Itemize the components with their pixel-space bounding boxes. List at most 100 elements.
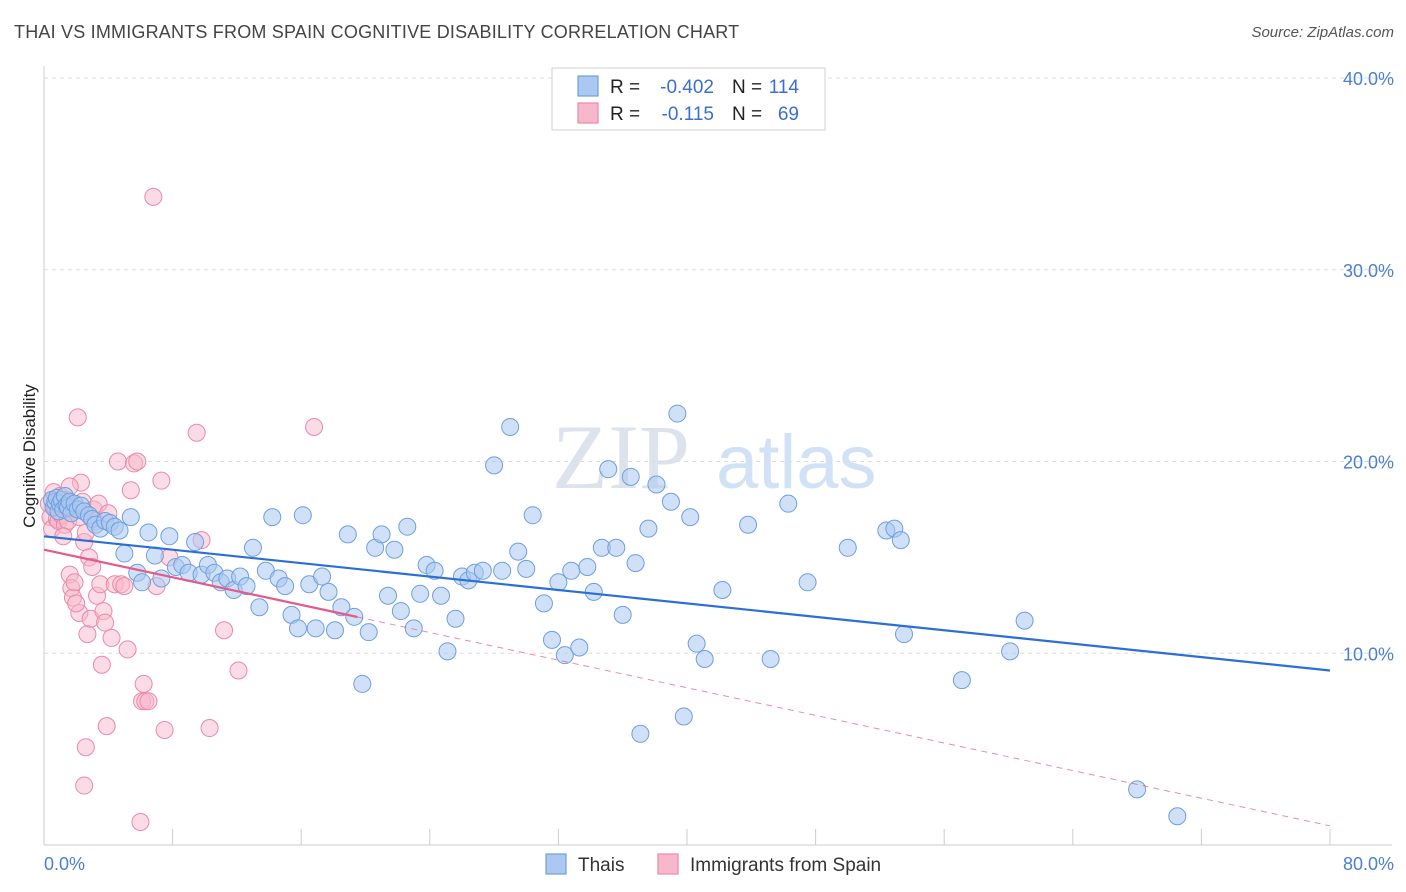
spain-point bbox=[67, 594, 86, 613]
thai-point bbox=[647, 475, 666, 494]
grid-lines bbox=[44, 77, 1392, 654]
bottom-legend-label-spain: Immigrants from Spain bbox=[690, 855, 881, 876]
legend-n-value-1: 114 bbox=[769, 77, 800, 98]
spain-point bbox=[54, 527, 73, 546]
thai-point bbox=[404, 619, 423, 638]
thai-point bbox=[674, 707, 693, 726]
thai-point bbox=[493, 561, 512, 580]
spain-trendline-solid bbox=[43, 548, 358, 619]
thai-point bbox=[338, 525, 357, 544]
bottom-legend-label-thais: Thais bbox=[578, 855, 624, 876]
thai-point bbox=[306, 619, 325, 638]
thai-point bbox=[891, 531, 910, 550]
thai-point bbox=[473, 561, 492, 580]
thai-point bbox=[121, 508, 140, 527]
correlation-legend: R = -0.402 N = 114 R = -0.115 N = 69 bbox=[551, 67, 826, 131]
thai-point bbox=[779, 494, 798, 513]
trend-lines bbox=[43, 535, 1331, 827]
bottom-legend-swatch-spain bbox=[657, 853, 679, 875]
thai-point bbox=[139, 523, 158, 542]
spain-point bbox=[121, 481, 140, 500]
thai-point bbox=[1128, 780, 1147, 799]
thai-point bbox=[379, 586, 398, 605]
thai-point bbox=[288, 619, 307, 638]
legend-n-label-1: N = bbox=[732, 77, 762, 98]
legend-n-label-2: N = bbox=[732, 104, 762, 125]
thai-point bbox=[398, 517, 417, 536]
spain-point bbox=[144, 187, 163, 206]
spain-point bbox=[305, 417, 324, 436]
thai-point bbox=[115, 544, 134, 563]
thai-point bbox=[626, 554, 645, 573]
thai-point bbox=[1168, 807, 1187, 826]
thai-point bbox=[353, 674, 372, 693]
thai-point bbox=[1015, 611, 1034, 630]
legend-n-value-2: 69 bbox=[778, 104, 799, 125]
spain-trendline-dashed bbox=[357, 616, 1331, 827]
thai-point bbox=[562, 561, 581, 580]
y-axis-label: Cognitive Disability bbox=[20, 384, 39, 528]
spain-point bbox=[65, 573, 84, 592]
thai-point bbox=[385, 540, 404, 559]
thai-point bbox=[359, 623, 378, 642]
thai-point bbox=[425, 561, 444, 580]
thai-point bbox=[432, 586, 451, 605]
thai-point bbox=[584, 582, 603, 601]
thai-point bbox=[713, 580, 732, 599]
spain-point bbox=[152, 471, 171, 490]
thai-trendline bbox=[43, 535, 1331, 672]
thai-point bbox=[313, 567, 332, 586]
thai-point bbox=[631, 724, 650, 743]
thai-point bbox=[446, 609, 465, 628]
thai-point bbox=[160, 527, 179, 546]
spain-point bbox=[68, 408, 87, 427]
thai-point bbox=[276, 577, 295, 596]
x-tick-label-max: 80.0% bbox=[1343, 854, 1394, 874]
thai-point bbox=[485, 456, 504, 475]
thai-point bbox=[613, 605, 632, 624]
thai-point bbox=[952, 671, 971, 690]
thai-point bbox=[542, 630, 561, 649]
spain-point bbox=[187, 423, 206, 442]
thai-point bbox=[293, 506, 312, 525]
spain-point bbox=[200, 719, 219, 738]
thai-point bbox=[332, 598, 351, 617]
thai-point bbox=[621, 467, 640, 486]
thai-point bbox=[639, 519, 658, 538]
spain-point bbox=[155, 720, 174, 739]
spain-point bbox=[139, 692, 158, 711]
x-tick-label-min: 0.0% bbox=[44, 854, 85, 874]
thai-point bbox=[263, 508, 282, 527]
spain-point bbox=[134, 674, 153, 693]
thai-point bbox=[555, 646, 574, 665]
spain-point bbox=[229, 661, 248, 680]
thai-point bbox=[1001, 642, 1020, 661]
thai-point bbox=[661, 492, 680, 511]
x-axis-ticks bbox=[43, 829, 1331, 845]
thai-point bbox=[250, 598, 269, 617]
legend-swatch-spain bbox=[577, 102, 599, 124]
legend-r-value-2: -0.115 bbox=[662, 104, 714, 125]
thai-point bbox=[438, 642, 457, 661]
spain-point bbox=[75, 776, 94, 795]
legend-swatch-thais bbox=[577, 75, 599, 97]
legend-r-value-1: -0.402 bbox=[660, 77, 714, 98]
thai-point bbox=[186, 533, 205, 552]
spain-point bbox=[102, 628, 121, 647]
thai-point bbox=[110, 521, 129, 540]
series-legend: Thais Immigrants from Spain bbox=[545, 853, 881, 876]
spain-point bbox=[115, 577, 134, 596]
legend-r-label-2: R = bbox=[610, 104, 640, 125]
spain-point bbox=[76, 738, 95, 757]
thai-point bbox=[509, 542, 528, 561]
spain-point bbox=[128, 452, 147, 471]
watermark-zip: ZIP bbox=[552, 406, 690, 508]
axes bbox=[43, 66, 1392, 846]
thai-point bbox=[578, 557, 597, 576]
spain-point bbox=[97, 717, 116, 736]
thai-point bbox=[668, 404, 687, 423]
spain-point bbox=[108, 452, 127, 471]
thai-point bbox=[391, 602, 410, 621]
thai-point bbox=[523, 506, 542, 525]
